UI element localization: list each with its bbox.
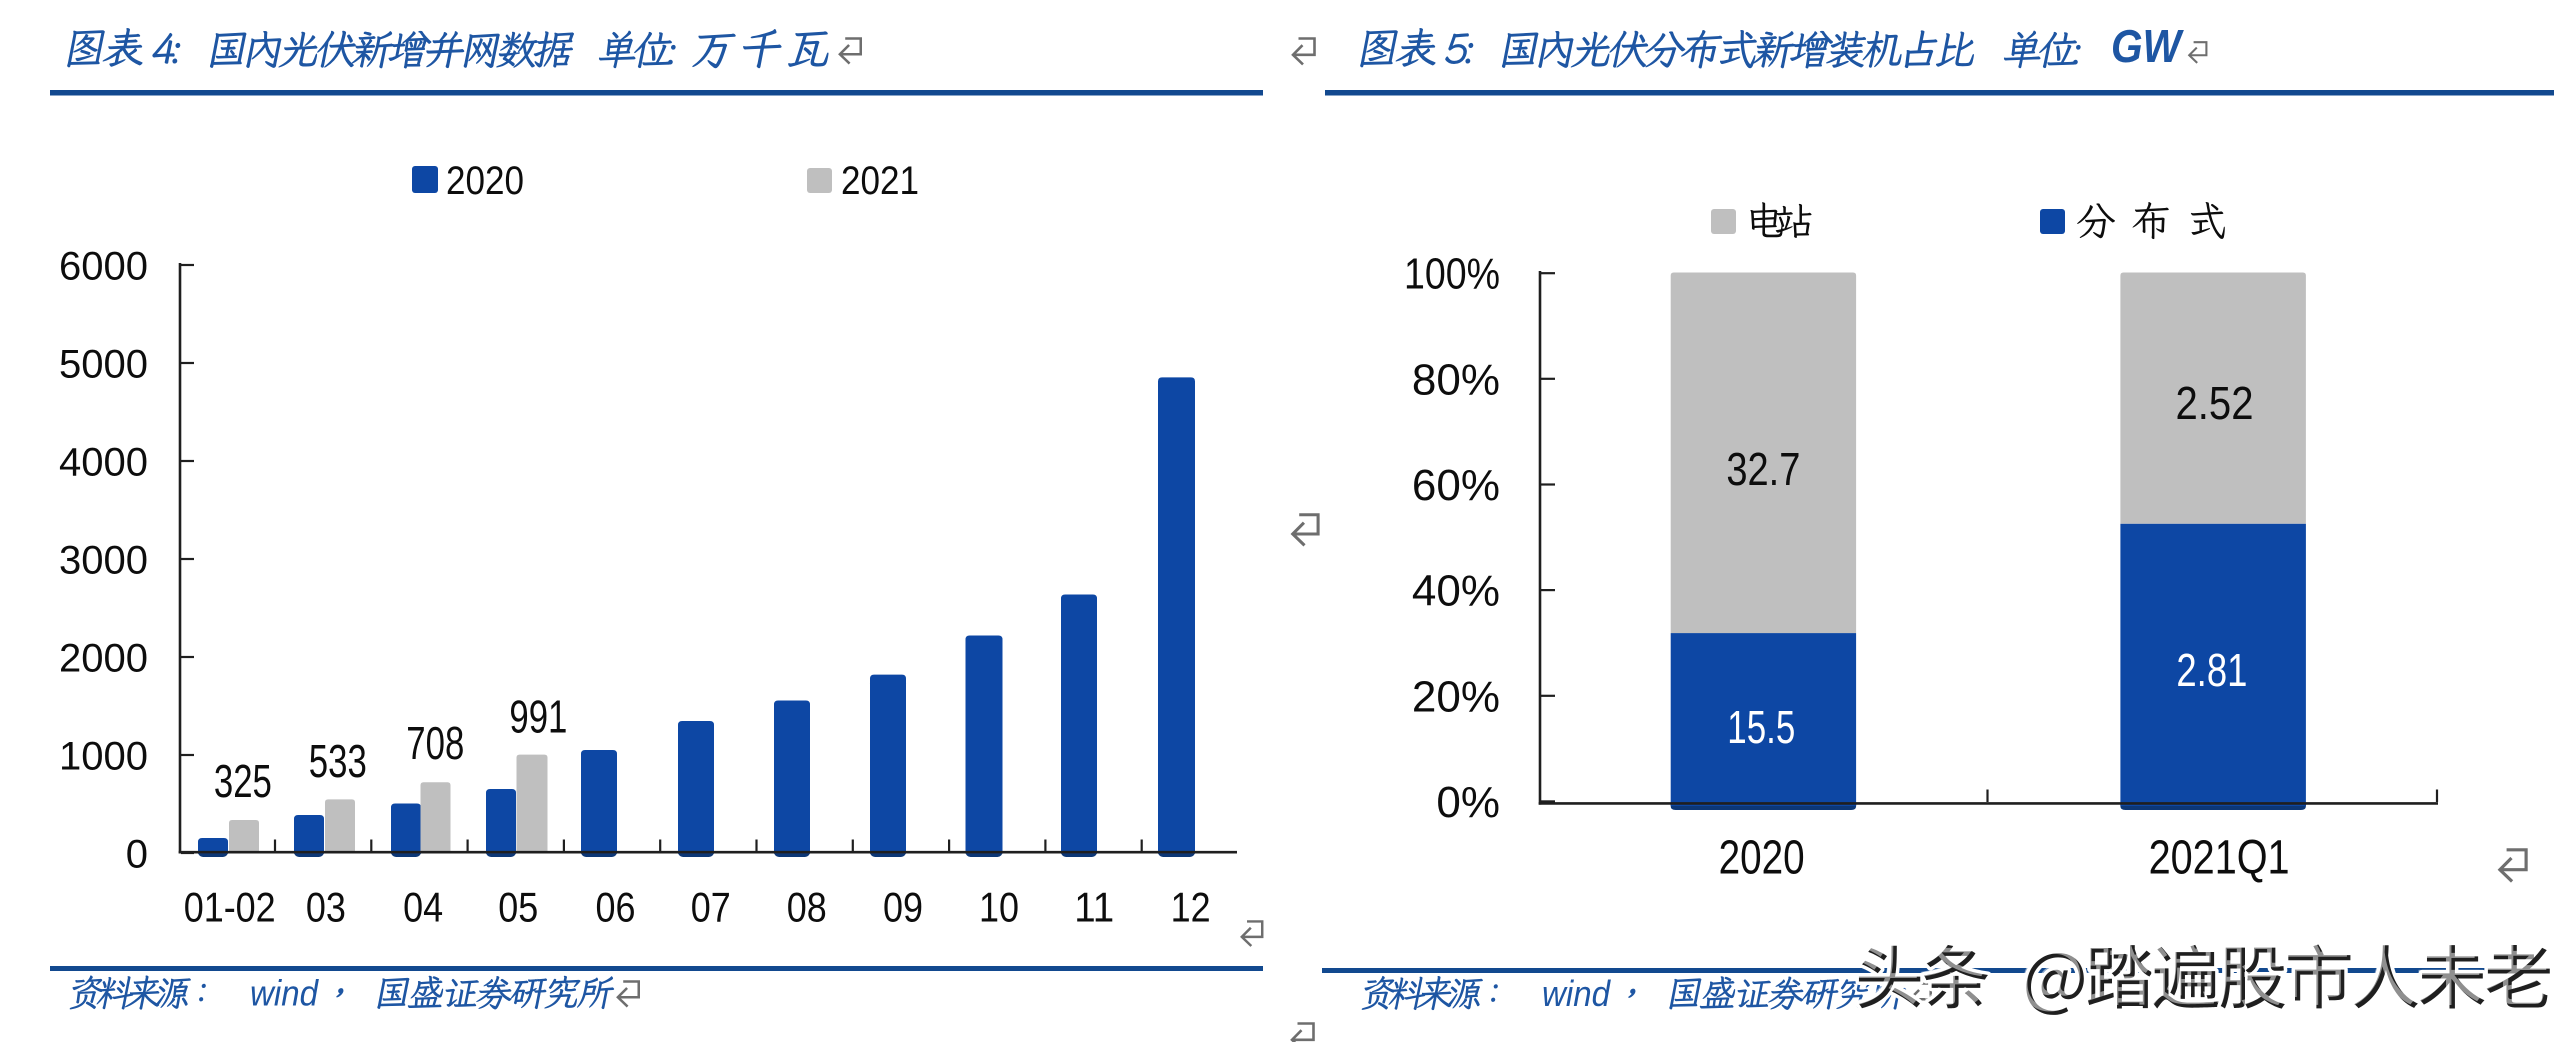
- svg-text:2000: 2000: [59, 637, 148, 681]
- svg-text:11: 11: [1074, 883, 1114, 930]
- svg-text:100%: 100%: [1404, 250, 1500, 299]
- svg-text:708: 708: [406, 717, 464, 769]
- svg-text:32.7: 32.7: [1726, 443, 1800, 495]
- svg-text:06: 06: [596, 883, 636, 930]
- svg-text:325: 325: [214, 755, 272, 807]
- svg-text:60%: 60%: [1412, 461, 1500, 510]
- svg-text:03: 03: [306, 883, 346, 930]
- svg-text:6000: 6000: [59, 245, 148, 289]
- svg-text:20%: 20%: [1412, 672, 1500, 721]
- svg-text:0%: 0%: [1436, 778, 1500, 827]
- svg-text:40%: 40%: [1412, 567, 1500, 616]
- svg-text:533: 533: [309, 735, 367, 787]
- svg-text:12: 12: [1171, 883, 1211, 930]
- svg-text:07: 07: [691, 883, 731, 930]
- svg-text:2020: 2020: [1719, 832, 1805, 885]
- svg-text:09: 09: [883, 883, 923, 930]
- svg-text:wind: wind: [1542, 973, 1611, 1014]
- svg-text:5000: 5000: [59, 343, 148, 387]
- svg-text:2020: 2020: [446, 159, 524, 203]
- svg-text:0: 0: [126, 833, 148, 877]
- svg-text:05: 05: [498, 883, 538, 930]
- svg-text:wind: wind: [250, 973, 319, 1014]
- svg-text:10: 10: [979, 883, 1019, 930]
- svg-text:3000: 3000: [59, 539, 148, 583]
- svg-text:2.81: 2.81: [2176, 644, 2247, 696]
- svg-text:08: 08: [787, 883, 827, 930]
- svg-text:04: 04: [403, 883, 443, 930]
- svg-text:15.5: 15.5: [1727, 701, 1795, 753]
- svg-text:4000: 4000: [59, 441, 148, 485]
- svg-text:GW: GW: [2111, 20, 2184, 72]
- svg-text:2021Q1: 2021Q1: [2149, 832, 2290, 885]
- svg-text:991: 991: [509, 691, 567, 743]
- svg-text:80%: 80%: [1412, 355, 1500, 404]
- svg-text:01-02: 01-02: [184, 883, 276, 930]
- svg-text:2021: 2021: [841, 159, 919, 203]
- svg-text:2.52: 2.52: [2176, 377, 2254, 429]
- svg-text:1000: 1000: [59, 735, 148, 779]
